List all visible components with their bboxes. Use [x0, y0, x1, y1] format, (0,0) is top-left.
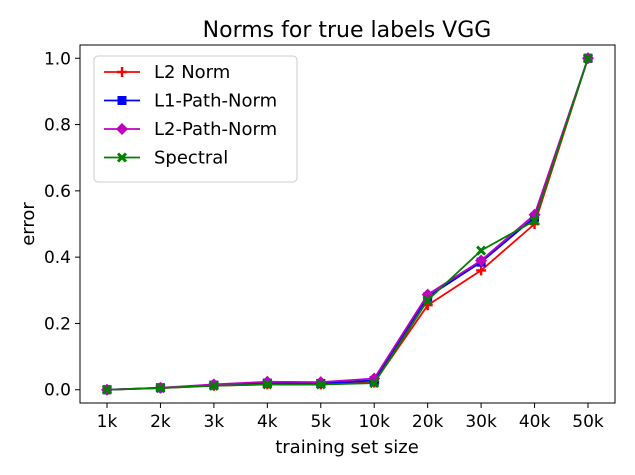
data-point	[208, 380, 219, 391]
data-point	[315, 379, 326, 390]
plot-frame	[79, 44, 616, 404]
x-tick-label: 5k	[310, 412, 331, 432]
y-tick-label: 1.0	[44, 49, 71, 69]
data-point	[475, 254, 488, 267]
x-axis-label: training set size	[275, 437, 419, 458]
data-point	[262, 379, 273, 390]
data-point	[476, 265, 487, 276]
x-tick-label: 50k	[572, 412, 604, 432]
series-line-4	[106, 57, 589, 391]
legend: L2 Norm L1-Path-Norm L2-Path-Norm Spectral	[93, 55, 298, 183]
x-tick-label: 2k	[150, 412, 171, 432]
chart-title: Norms for true labels VGG	[203, 18, 492, 43]
legend-marker	[116, 123, 128, 135]
legend-marker	[117, 96, 127, 105]
y-tick-label: 0.4	[44, 248, 71, 268]
x-tick-label: 10k	[358, 412, 390, 432]
y-tick-label: 0.6	[44, 182, 71, 202]
y-axis-label: error	[18, 202, 39, 246]
legend-marker	[116, 152, 128, 163]
y-tick-label: 0.0	[44, 381, 71, 401]
legend-label: L2-Path-Norm	[154, 119, 277, 140]
y-tick-label: 0.2	[44, 314, 71, 334]
data-point	[529, 215, 540, 226]
x-tick-label: 20k	[412, 412, 444, 432]
legend-label: Spectral	[154, 148, 228, 169]
y-tick-label: 0.8	[44, 116, 71, 136]
legend-marker	[117, 67, 127, 77]
x-tick-label: 40k	[519, 412, 551, 432]
legend-box	[93, 55, 298, 183]
data-point	[155, 383, 166, 394]
x-tick-label: 30k	[465, 412, 497, 432]
data-point	[582, 53, 594, 64]
legend-label: L1-Path-Norm	[154, 91, 277, 112]
data-point	[101, 384, 113, 395]
data-point	[476, 245, 487, 256]
x-tick-label: 1k	[97, 412, 118, 432]
x-tick-label: 3k	[204, 412, 225, 432]
x-tick-label: 4k	[257, 412, 278, 432]
data-point	[369, 378, 380, 389]
legend-label: L2 Norm	[154, 62, 230, 83]
data-point	[422, 295, 433, 306]
